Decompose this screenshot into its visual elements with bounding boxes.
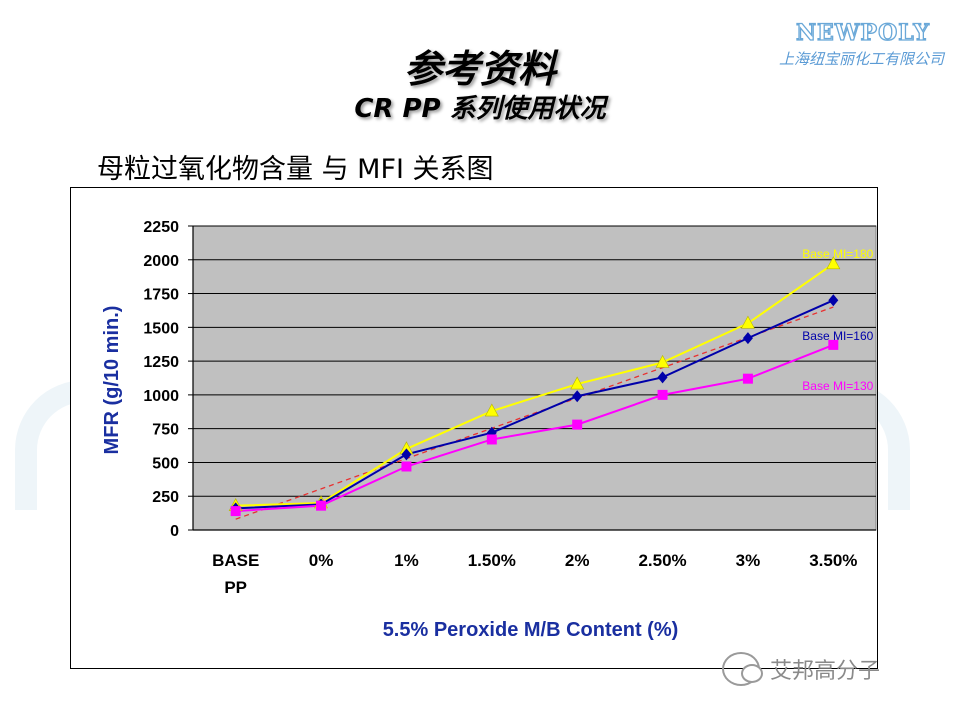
series-2-point bbox=[828, 294, 839, 307]
company-logo: NEWPOLY 上海纽宝丽化工有限公司 bbox=[778, 19, 944, 69]
series-2-point bbox=[401, 448, 412, 461]
watermark-text: 艾邦高分子 bbox=[770, 659, 881, 684]
series-3-point bbox=[657, 389, 668, 400]
x-axis-title: 5.5% Peroxide M/B Content (%) bbox=[383, 619, 679, 641]
y-tick-label: 500 bbox=[152, 455, 179, 472]
series-line-2 bbox=[235, 299, 834, 510]
series-line-1 bbox=[235, 263, 834, 507]
x-tick-label: 1.50% bbox=[468, 551, 516, 570]
series-1-point bbox=[740, 315, 755, 329]
x-tick-label: 1% bbox=[394, 551, 419, 570]
plot-area bbox=[192, 225, 877, 531]
x-tick-label: 2% bbox=[565, 551, 590, 570]
series-2-point bbox=[742, 332, 753, 345]
y-tick-label: 0 bbox=[170, 523, 179, 540]
series-1-point bbox=[826, 256, 841, 270]
series-1-point bbox=[570, 376, 585, 390]
series-2-point bbox=[657, 371, 668, 384]
series-3-point bbox=[401, 461, 412, 472]
series-3-point bbox=[230, 506, 241, 517]
series-3-point bbox=[572, 419, 583, 430]
y-tick-label: 2250 bbox=[143, 219, 179, 236]
series-3-point bbox=[316, 500, 327, 511]
y-axis-title: MFR (g/10 min.) bbox=[101, 306, 123, 455]
x-tick-label: 0% bbox=[309, 551, 334, 570]
series-3-point bbox=[486, 434, 497, 445]
wechat-icon bbox=[722, 652, 763, 686]
series-3-point bbox=[828, 339, 839, 350]
page-title: 参考资料 bbox=[403, 47, 556, 91]
series-2-point bbox=[572, 390, 583, 403]
series-1-point bbox=[655, 354, 670, 368]
y-tick-label: 1500 bbox=[143, 320, 179, 337]
trendline bbox=[235, 306, 834, 520]
y-tick-label: 750 bbox=[152, 422, 179, 439]
logo-brand: NEWPOLY bbox=[795, 19, 930, 46]
y-tick-label: 1250 bbox=[143, 354, 179, 371]
y-tick-label: 1750 bbox=[143, 287, 179, 304]
x-tick-label: PP bbox=[224, 578, 247, 597]
y-tick-label: 2000 bbox=[143, 253, 179, 270]
series-label-1: Base MI=180 bbox=[802, 247, 873, 261]
series-line-3 bbox=[235, 343, 834, 513]
series-label-3: Base MI=130 bbox=[802, 379, 873, 393]
x-tick-label: BASE bbox=[212, 551, 259, 570]
logo-company-name: 上海纽宝丽化工有限公司 bbox=[778, 50, 944, 68]
series-label-2: Base MI=160 bbox=[802, 329, 873, 343]
x-tick-label: 2.50% bbox=[638, 551, 686, 570]
x-tick-label: 3% bbox=[736, 551, 761, 570]
y-tick-label: 250 bbox=[152, 489, 179, 506]
y-tick-label: 1000 bbox=[143, 388, 179, 405]
x-tick-label: 3.50% bbox=[809, 551, 857, 570]
series-1-point bbox=[484, 403, 499, 417]
chart-heading: 母粒过氧化物含量 与 MFI 关系图 bbox=[97, 154, 494, 185]
page-subtitle: CR PP 系列使用状况 bbox=[354, 94, 606, 124]
watermark: 艾邦高分子 bbox=[722, 652, 880, 686]
series-3-point bbox=[742, 373, 753, 384]
